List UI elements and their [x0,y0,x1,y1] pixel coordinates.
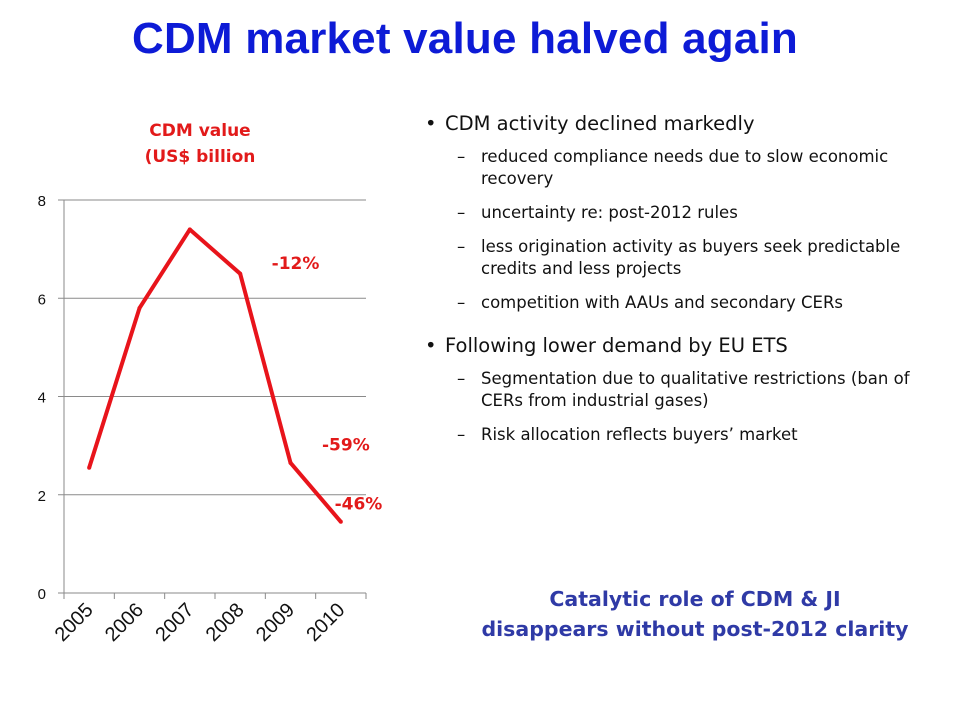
change-annotation: -12% [272,254,320,274]
dash-icon: – [457,369,466,388]
bullet-item: • Following lower demand by EU ETS [425,332,955,360]
sub-bullet-item: – Segmentation due to qualitative restric… [425,368,955,412]
conclusion-line-1: Catalytic role of CDM & JI [549,587,841,611]
x-tick-label: 2006 [101,599,148,646]
chart-title-line-2: (US$ billion [144,147,256,167]
sub-bullet-text: uncertainty re: post-2012 rules [481,203,738,222]
x-tick-label: 2010 [302,599,349,646]
y-tick-label: 0 [38,586,46,603]
change-annotation: -59% [322,436,370,456]
sub-bullet-list: – reduced compliance needs due to slow ec… [425,146,955,314]
dash-icon: – [457,425,466,444]
bullet-text: Following lower demand by EU ETS [445,334,788,357]
series-line [87,227,343,524]
x-tick-label: 2009 [252,599,299,646]
bullet-list: • CDM activity declined markedly – reduce… [425,110,955,464]
y-tick-label: 4 [38,390,46,407]
data-point [137,306,142,311]
sub-bullet-item: – reduced compliance needs due to slow ec… [425,146,955,190]
conclusion-text: Catalytic role of CDM & JI disappears wi… [430,584,960,644]
sub-bullet-item: – Risk allocation reflects buyers’ market [425,424,955,446]
sub-bullet-item: – uncertainty re: post-2012 rules [425,202,955,224]
slide-title: CDM market value halved again [131,14,799,63]
chart-title-line-1: CDM value [149,121,251,141]
chart-title: CDM value (US$ billion [120,118,280,170]
sub-bullet-text: competition with AAUs and secondary CERs [481,293,844,312]
dash-icon: – [457,237,466,256]
x-tick-label: 2005 [51,599,98,646]
sub-bullet-text: Risk allocation reflects buyers’ market [481,425,798,444]
sub-bullet-text: Segmentation due to qualitative restrict… [481,369,910,410]
data-point [87,465,92,470]
data-point [288,460,293,465]
dash-icon: – [457,203,466,222]
x-tick-label: 2007 [151,599,198,646]
bullet-text: CDM activity declined markedly [445,112,755,135]
bullet-item: • CDM activity declined markedly [425,110,955,138]
y-tick-label: 6 [38,291,46,308]
bullet-dot-icon: • [425,112,437,135]
dash-icon: – [457,147,466,166]
line-chart: 0 2 4 6 8 2005 2006 2007 2008 2009 2010 -12% -59% -46… [38,193,383,646]
sub-bullet-list: – Segmentation due to qualitative restric… [425,368,955,446]
bullet-dot-icon: • [425,334,437,357]
dash-icon: – [457,293,466,312]
y-tick-label: 2 [38,488,46,505]
sub-bullet-text: less origination activity as buyers seek… [481,237,901,278]
data-point [238,271,243,276]
sub-bullet-item: – less origination activity as buyers see… [425,236,955,280]
sub-bullet-item: – competition with AAUs and secondary CER… [425,292,955,314]
data-point [338,519,343,524]
data-point [187,227,192,232]
change-annotation: -46% [335,494,383,514]
conclusion-line-2: disappears without post-2012 clarity [481,617,909,641]
x-tick-label: 2008 [202,599,249,646]
y-tick-label: 8 [38,193,46,210]
sub-bullet-text: reduced compliance needs due to slow eco… [481,147,889,188]
